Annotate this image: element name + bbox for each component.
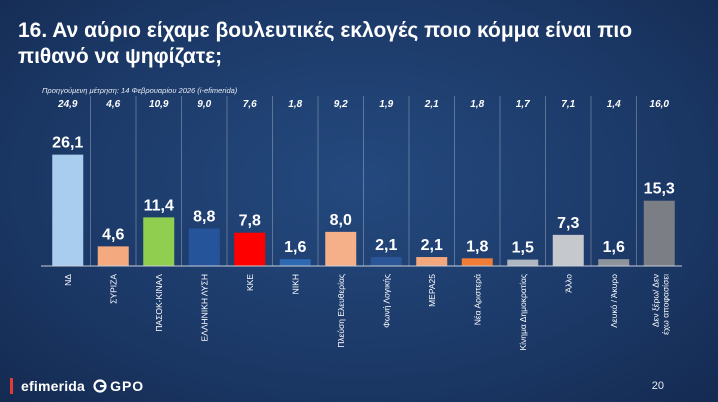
bar (643, 200, 675, 266)
previous-value-label: 7,1 (561, 99, 575, 110)
category-label: ΕΛΛΗΝΙΚΗ ΛΥΣΗ (199, 274, 209, 341)
previous-value-label: 1,9 (379, 99, 393, 110)
value-label: 4,6 (102, 226, 124, 243)
previous-value-label: 9,0 (197, 99, 211, 110)
category-label: Άλλο (563, 274, 573, 293)
value-label: 11,4 (144, 197, 174, 214)
value-label: 8,8 (193, 208, 215, 225)
bar (279, 259, 311, 266)
footer-logos: efimerida GPO (10, 378, 144, 394)
value-label: 2,1 (375, 237, 397, 254)
gpo-logo: GPO (93, 378, 144, 394)
previous-value-label: 9,2 (334, 99, 348, 110)
category-label: ΣΥΡΙΖΑ (108, 274, 118, 304)
previous-value-label: 1,4 (607, 99, 621, 110)
previous-value-label: 16,0 (650, 99, 670, 110)
bar (234, 232, 266, 266)
previous-value-label: 1,8 (470, 99, 484, 110)
value-label: 1,6 (603, 239, 625, 256)
category-label: ΝΙΚΗ (290, 274, 300, 294)
efimerida-logo-mark (10, 378, 13, 394)
value-label: 1,6 (284, 239, 306, 256)
bar (370, 257, 402, 266)
bar (552, 234, 584, 266)
bar (598, 259, 630, 266)
bar (188, 228, 220, 266)
gpo-logo-text: GPO (110, 378, 145, 394)
value-label: 7,3 (557, 215, 579, 232)
value-label: 1,5 (512, 240, 534, 257)
category-label: Πλεύση Ελευθερίας (336, 274, 346, 348)
value-label: 2,1 (421, 237, 443, 254)
previous-value-label: 7,6 (243, 99, 257, 110)
category-label: Λευκό / Άκυρο (609, 274, 619, 328)
gpo-icon (93, 379, 107, 393)
value-label: 8,0 (330, 212, 352, 229)
category-label: ΠΑΣΟΚ-ΚΙΝΑΛ (154, 274, 164, 332)
value-label: 15,3 (644, 181, 675, 198)
value-label: 1,8 (466, 238, 488, 255)
category-label: Φωνή Λογικής (381, 274, 391, 328)
category-label: Κίνημα Δημοκρατίας (518, 274, 528, 351)
bar (52, 154, 84, 266)
efimerida-logo: efimerida (21, 378, 86, 394)
bar (143, 217, 175, 266)
category-label: ΚΚΕ (245, 274, 255, 291)
bar (507, 259, 539, 266)
previous-value-label: 10,9 (149, 99, 169, 110)
bar (325, 231, 357, 266)
bar (461, 258, 493, 266)
category-label: ΜΕΡΑ25 (427, 274, 437, 307)
page-number: 20 (651, 380, 664, 392)
previous-measurement-note: Προηγούμενη μέτρηση: 14 Φεβρουαρίου 2026… (42, 86, 238, 95)
category-label: ΝΔ (63, 274, 73, 286)
chart-title: 16. Αν αύριο είχαμε βουλευτικές εκλογές … (18, 19, 633, 68)
previous-value-label: 1,7 (516, 99, 530, 110)
value-label: 26,1 (52, 135, 83, 152)
value-label: 7,8 (239, 213, 261, 230)
previous-value-label: 1,8 (288, 99, 302, 110)
bar (97, 246, 129, 266)
category-label: Νέα Αριστερά (472, 274, 482, 325)
previous-value-label: 2,1 (424, 99, 439, 110)
previous-value-label: 24,9 (57, 99, 78, 110)
category-label: Δεν ξέρω/ Δενέχω αποφασίσει (650, 274, 670, 335)
bar (416, 257, 448, 266)
previous-value-label: 4,6 (105, 99, 120, 110)
